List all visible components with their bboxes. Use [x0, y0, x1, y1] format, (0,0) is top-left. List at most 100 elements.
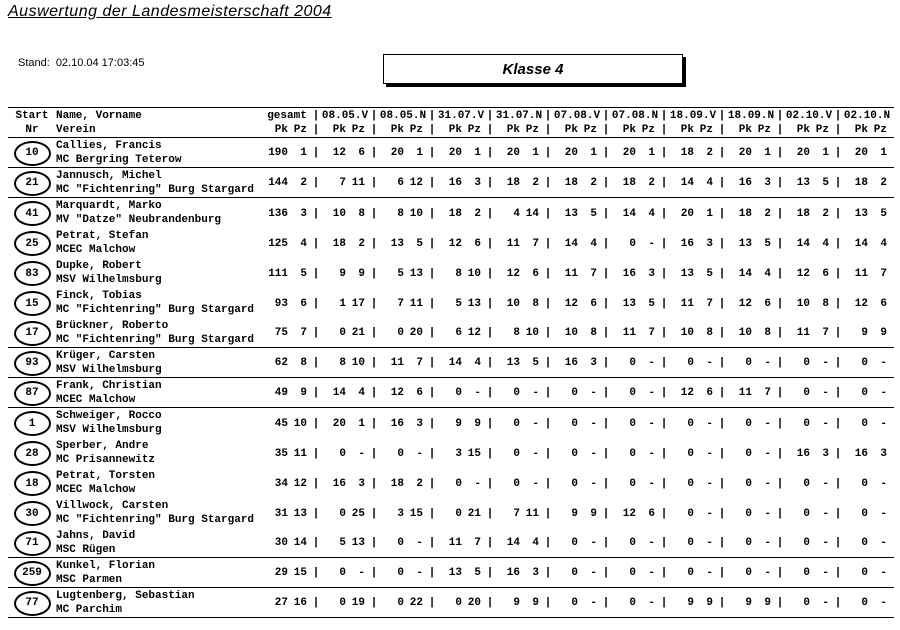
pz-value: -	[590, 537, 597, 549]
name-cell: Jannusch, Michel MC "Fichtenring" Burg St…	[56, 169, 262, 197]
pz-value: 4	[648, 207, 655, 220]
start-nr-cell: 17	[8, 319, 56, 347]
column-divider: |	[486, 357, 494, 369]
date-header: 07.08.V	[553, 110, 601, 122]
pz-value: -	[822, 417, 829, 430]
gesamt-cell: 144 2	[262, 176, 312, 190]
column-divider: |	[834, 267, 842, 280]
pk-value: 0	[861, 387, 868, 399]
result-cell: 11 7	[494, 237, 544, 251]
row-results: 30 14 | 5 13 | 0- | 11 7 | 14 4 | 0- | 0- | 0- | 0- | 0- | 0-	[262, 529, 892, 557]
table-row: 30 Villwock, Carsten MC "Fichtenring" Burg…	[8, 498, 894, 528]
column-divider: |	[602, 507, 610, 520]
result-cell: 20 1	[494, 146, 544, 160]
result-cell: 18 2	[610, 176, 660, 190]
result-cell: 10 8	[668, 326, 718, 340]
result-cell: 11 7	[610, 326, 660, 340]
pz-value: 10	[525, 327, 539, 339]
date-header: 02.10.V	[785, 110, 833, 122]
date-header: 08.05.V	[321, 110, 369, 122]
name-cell: Villwock, Carsten MC "Fichtenring" Burg S…	[56, 499, 262, 528]
pk-value: 16	[738, 177, 752, 189]
column-divider: |	[602, 387, 610, 399]
pz-value: 11	[293, 447, 307, 460]
pz-header: Pz	[467, 124, 481, 136]
column-divider: |	[544, 177, 552, 189]
result-cell: 10 8	[784, 297, 834, 311]
column-divider: |	[486, 267, 494, 280]
column-divider: |	[544, 567, 552, 579]
column-divider: |	[660, 387, 668, 399]
result-cell: 0-	[552, 477, 602, 491]
column-divider: |	[776, 417, 784, 430]
result-cell: 0-	[378, 447, 428, 461]
pz-value: -	[590, 447, 597, 460]
column-divider: |	[834, 110, 842, 122]
column-divider: |	[312, 177, 320, 189]
start-number: 25	[25, 237, 39, 250]
pz-value: -	[648, 597, 655, 609]
column-divider: |	[602, 537, 610, 549]
result-cell: 0-	[668, 566, 718, 580]
pk-value: 18	[506, 177, 520, 189]
result-cell: 14 4	[320, 386, 370, 400]
column-divider: |	[370, 207, 378, 220]
pz-value: 6	[648, 507, 655, 520]
column-divider: |	[312, 507, 320, 520]
result-cell: 5 13	[320, 536, 370, 550]
pk-value: 20	[448, 147, 462, 159]
column-divider: |	[312, 537, 320, 549]
pz-value: 7	[300, 327, 307, 339]
driver-name: Dupke, Robert	[56, 260, 142, 272]
result-cell: 0 21	[436, 507, 486, 521]
pk-value: 0	[629, 237, 636, 250]
pz-value: 7	[532, 237, 539, 250]
driver-name: Sperber, Andre	[56, 440, 149, 452]
column-divider: |	[834, 597, 842, 609]
row-results: 136 3 | 10 8 | 8 10 | 18 2 | 4 14 | 13 5 | 14 4 | 20 1 | 18 2 | 18 2…	[262, 199, 892, 228]
column-divider: |	[312, 124, 320, 136]
pz-value: 5	[590, 207, 597, 220]
start-nr-cell: 259	[8, 559, 56, 587]
pz-value: -	[474, 477, 481, 490]
column-divider: |	[312, 597, 320, 609]
start-number: 10	[25, 147, 39, 159]
column-divider: |	[312, 147, 320, 159]
gesamt-cell: 136 3	[262, 207, 312, 221]
column-divider: |	[660, 417, 668, 430]
column-divider: |	[718, 147, 726, 159]
pz-value: 7	[822, 327, 829, 339]
pz-value: -	[590, 417, 597, 430]
column-divider: |	[544, 297, 552, 310]
pk-value: 18	[448, 207, 462, 220]
column-divider: |	[486, 597, 494, 609]
column-divider: |	[312, 477, 320, 490]
result-cell: 8 10	[436, 267, 486, 281]
column-divider: |	[370, 417, 378, 430]
pk-header: Pk	[738, 124, 752, 136]
pk-value: 0	[571, 567, 578, 579]
pz-value: -	[822, 567, 829, 579]
column-divider: |	[370, 237, 378, 250]
pk-value: 14	[854, 237, 868, 250]
result-cell: 0-	[842, 356, 892, 370]
pz-value: 21	[467, 507, 481, 520]
pz-value: 9	[590, 507, 597, 520]
column-divider: |	[718, 124, 726, 136]
start-nr-cell: 41	[8, 199, 56, 228]
pz-value: -	[648, 477, 655, 490]
column-divider: |	[776, 177, 784, 189]
pz-value: -	[706, 417, 713, 430]
pz-value: -	[706, 447, 713, 460]
result-cell: 0-	[610, 477, 660, 491]
pk-value: 16	[854, 447, 868, 460]
pz-value: 1	[590, 147, 597, 159]
result-cell: 16 3	[842, 447, 892, 461]
pz-value: 10	[293, 417, 307, 430]
pz-value: 6	[590, 297, 597, 310]
pz-value: 2	[300, 177, 307, 189]
result-cell: 10 8	[494, 297, 544, 311]
pz-value: -	[880, 597, 887, 609]
